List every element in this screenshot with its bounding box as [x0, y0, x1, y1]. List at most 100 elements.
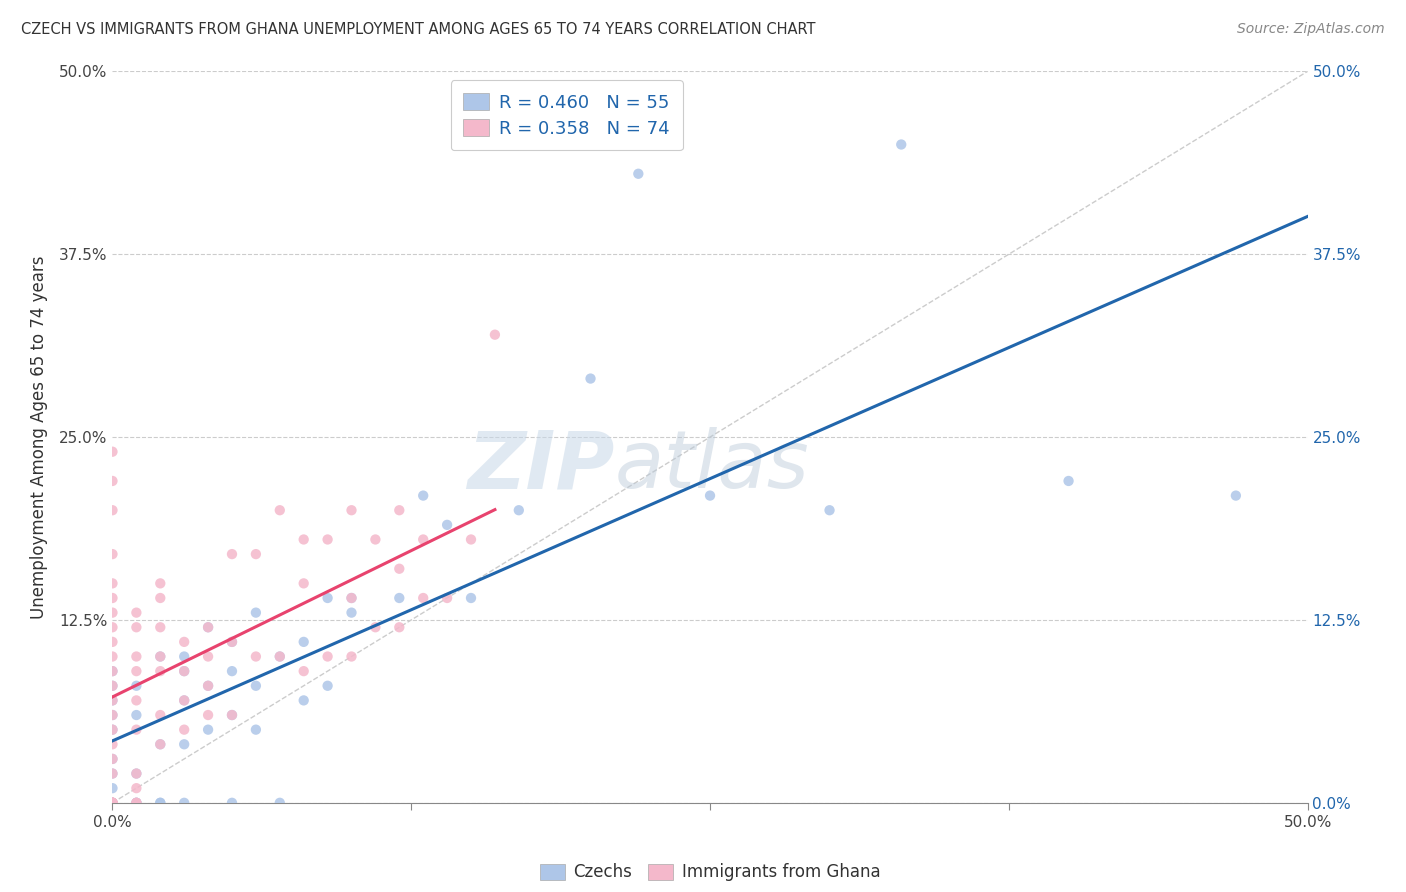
Point: [292, 693, 315, 707]
Point: [340, 591, 363, 605]
Point: [340, 649, 363, 664]
Point: [101, 752, 124, 766]
Point: [101, 796, 124, 810]
Point: [316, 679, 339, 693]
Point: [364, 533, 387, 547]
Point: [508, 503, 530, 517]
Point: [221, 635, 243, 649]
Point: [173, 664, 195, 678]
Point: [101, 693, 124, 707]
Point: [125, 649, 148, 664]
Point: [101, 444, 124, 458]
Point: [101, 796, 124, 810]
Point: [364, 620, 387, 634]
Point: [101, 796, 124, 810]
Point: [388, 591, 411, 605]
Y-axis label: Unemployment Among Ages 65 to 74 years: Unemployment Among Ages 65 to 74 years: [30, 255, 48, 619]
Point: [436, 517, 458, 532]
Point: [125, 766, 148, 780]
Point: [197, 723, 219, 737]
Point: [412, 489, 434, 503]
Point: [101, 737, 124, 751]
Point: [412, 591, 434, 605]
Point: [292, 576, 315, 591]
Point: [101, 693, 124, 707]
Point: [197, 620, 219, 634]
Point: [125, 664, 148, 678]
Point: [149, 796, 172, 810]
Point: [149, 664, 172, 678]
Point: [269, 796, 291, 810]
Point: [101, 664, 124, 678]
Point: [197, 708, 219, 723]
Point: [101, 723, 124, 737]
Point: [890, 137, 912, 152]
Point: [101, 591, 124, 605]
Point: [101, 766, 124, 780]
Point: [101, 781, 124, 796]
Point: [245, 723, 267, 737]
Point: [197, 620, 219, 634]
Point: [149, 620, 172, 634]
Point: [101, 796, 124, 810]
Point: [149, 591, 172, 605]
Point: [316, 649, 339, 664]
Point: [316, 591, 339, 605]
Point: [818, 503, 841, 517]
Point: [101, 796, 124, 810]
Point: [436, 591, 458, 605]
Point: [125, 796, 148, 810]
Point: [221, 664, 243, 678]
Point: [101, 796, 124, 810]
Point: [101, 708, 124, 723]
Point: [292, 664, 315, 678]
Point: [173, 649, 195, 664]
Point: [221, 796, 243, 810]
Point: [125, 723, 148, 737]
Point: [101, 576, 124, 591]
Point: [125, 766, 148, 780]
Point: [340, 503, 363, 517]
Point: [197, 679, 219, 693]
Point: [245, 547, 267, 561]
Point: [245, 679, 267, 693]
Point: [269, 649, 291, 664]
Point: [125, 796, 148, 810]
Point: [245, 649, 267, 664]
Point: [149, 737, 172, 751]
Point: [460, 533, 482, 547]
Point: [101, 547, 124, 561]
Point: [221, 547, 243, 561]
Point: [125, 796, 148, 810]
Point: [101, 474, 124, 488]
Point: [149, 737, 172, 751]
Point: [388, 562, 411, 576]
Point: [125, 693, 148, 707]
Text: ZIP: ZIP: [467, 427, 614, 506]
Point: [340, 591, 363, 605]
Point: [221, 708, 243, 723]
Text: atlas: atlas: [614, 427, 810, 506]
Point: [125, 679, 148, 693]
Point: [125, 620, 148, 634]
Point: [149, 649, 172, 664]
Point: [412, 533, 434, 547]
Point: [699, 489, 721, 503]
Point: [173, 635, 195, 649]
Point: [197, 679, 219, 693]
Point: [101, 796, 124, 810]
Point: [173, 723, 195, 737]
Point: [125, 708, 148, 723]
Point: [579, 371, 602, 385]
Point: [125, 781, 148, 796]
Point: [101, 796, 124, 810]
Text: Source: ZipAtlas.com: Source: ZipAtlas.com: [1237, 22, 1385, 37]
Text: CZECH VS IMMIGRANTS FROM GHANA UNEMPLOYMENT AMONG AGES 65 TO 74 YEARS CORRELATIO: CZECH VS IMMIGRANTS FROM GHANA UNEMPLOYM…: [21, 22, 815, 37]
Point: [173, 693, 195, 707]
Point: [101, 708, 124, 723]
Point: [245, 606, 267, 620]
Point: [484, 327, 506, 342]
Point: [101, 679, 124, 693]
Point: [1057, 474, 1080, 488]
Point: [221, 635, 243, 649]
